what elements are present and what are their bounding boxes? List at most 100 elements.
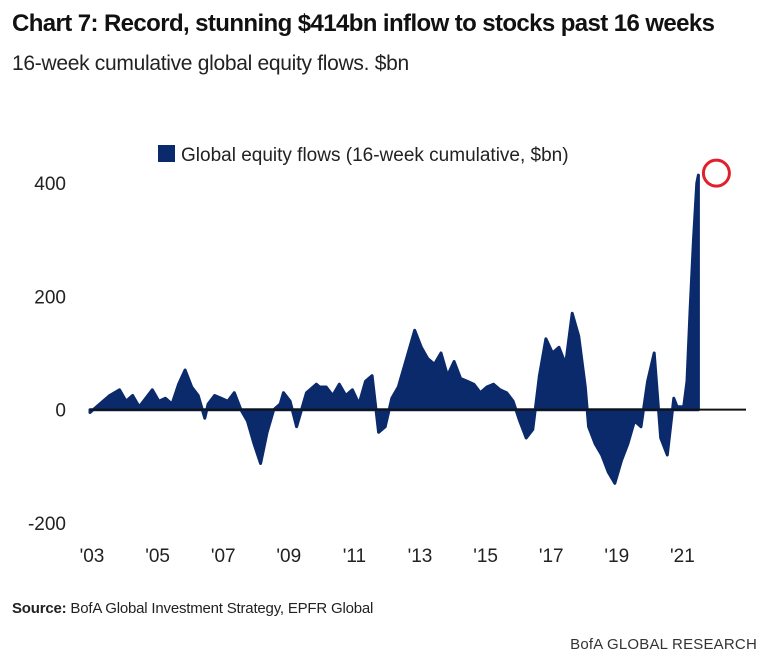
data-point <box>213 394 216 397</box>
data-point <box>498 388 502 391</box>
data-point <box>420 346 423 349</box>
data-point <box>607 470 610 474</box>
data-point <box>646 380 649 383</box>
source-label: Source: <box>12 600 67 617</box>
data-point <box>197 394 200 397</box>
data-point <box>190 385 193 389</box>
source-note: Source: BofA Global Investment Strategy,… <box>12 600 373 617</box>
data-point <box>144 397 147 400</box>
data-point <box>613 482 616 485</box>
x-tick-label: '13 <box>408 546 433 567</box>
data-point <box>98 402 102 406</box>
data-point <box>564 363 567 366</box>
data-point <box>164 397 167 400</box>
data-point <box>544 337 548 340</box>
data-point <box>203 417 206 420</box>
record-highlight-circle <box>701 158 731 188</box>
data-point <box>151 388 154 391</box>
data-point <box>600 453 603 457</box>
data-point <box>633 419 636 423</box>
data-point <box>124 400 128 403</box>
data-point <box>344 394 347 397</box>
data-point <box>538 374 541 377</box>
data-point <box>593 442 597 445</box>
chart-subtitle: 16-week cumulative global equity flows. … <box>12 52 409 75</box>
data-point <box>108 394 111 397</box>
data-point <box>177 383 180 386</box>
data-point <box>685 380 689 383</box>
x-tick-label: '09 <box>276 546 301 567</box>
data-point <box>466 380 469 383</box>
data-point <box>357 402 361 406</box>
data-point <box>325 385 328 389</box>
data-point <box>639 425 643 428</box>
data-point <box>518 419 521 423</box>
x-tick-label: '05 <box>145 546 170 567</box>
data-point <box>505 391 508 394</box>
data-point <box>584 385 587 389</box>
data-point <box>331 394 334 397</box>
data-point <box>587 425 590 428</box>
data-point <box>672 397 675 400</box>
data-point <box>403 363 407 366</box>
x-tick-label: '15 <box>473 546 498 567</box>
data-point <box>364 380 367 383</box>
data-point <box>183 368 187 372</box>
data-point <box>170 402 174 406</box>
data-point <box>433 363 436 366</box>
data-point <box>689 306 692 309</box>
legend-swatch <box>158 145 175 162</box>
data-point <box>233 391 236 394</box>
data-point <box>259 462 262 465</box>
data-point <box>397 385 400 389</box>
y-tick-label: 400 <box>34 174 66 195</box>
chart-title: Chart 7: Record, stunning $414bn inflow … <box>12 10 715 37</box>
data-point <box>525 436 528 440</box>
y-tick-label: 0 <box>55 401 66 422</box>
x-tick-label: '11 <box>343 546 366 567</box>
data-point <box>288 400 292 403</box>
data-point <box>692 238 695 241</box>
data-point <box>131 394 134 397</box>
data-point <box>226 400 229 403</box>
x-tick-label: '17 <box>539 546 564 567</box>
data-point <box>377 431 380 434</box>
data-point <box>351 388 354 391</box>
data-point <box>577 334 580 338</box>
data-point <box>246 419 249 423</box>
data-point <box>138 405 141 408</box>
data-point <box>459 377 462 380</box>
data-point <box>118 388 121 391</box>
data-point <box>370 374 374 377</box>
data-point <box>446 374 449 377</box>
plot-area <box>88 173 700 485</box>
data-point <box>439 351 443 355</box>
x-tick-label: '21 <box>670 546 695 567</box>
data-point <box>626 442 630 445</box>
data-point <box>479 391 482 394</box>
data-point <box>206 402 210 406</box>
data-point <box>413 329 416 332</box>
x-tick-label: '19 <box>604 546 629 567</box>
x-tick-label: '03 <box>80 546 105 567</box>
data-point <box>472 383 475 386</box>
data-point <box>318 385 321 389</box>
data-point <box>88 411 92 414</box>
data-point <box>695 181 698 185</box>
data-point <box>675 405 679 408</box>
legend-label: Global equity flows (16-week cumulative,… <box>181 145 569 166</box>
data-point <box>653 351 656 355</box>
data-point <box>531 428 534 431</box>
data-point <box>620 459 623 462</box>
data-point <box>492 383 495 386</box>
data-point <box>305 391 308 394</box>
data-point <box>384 425 387 428</box>
y-tick-label: 200 <box>34 287 66 308</box>
data-point <box>265 431 269 434</box>
data-point <box>279 402 282 406</box>
data-point <box>390 397 393 400</box>
data-point <box>295 425 298 428</box>
data-point <box>659 436 662 440</box>
brand-footer: BofA GLOBAL RESEARCH <box>570 636 757 653</box>
